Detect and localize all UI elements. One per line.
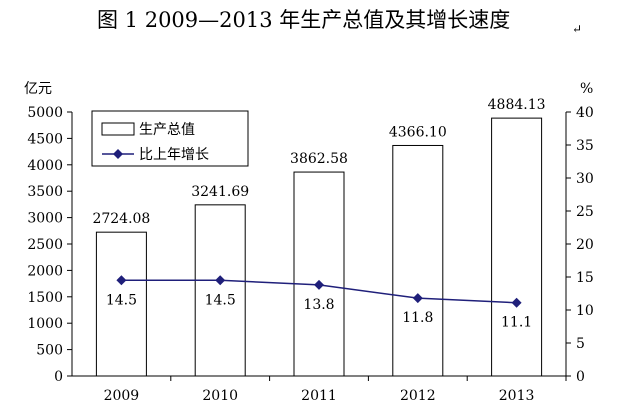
y-right-tick-label: 25 <box>576 204 594 220</box>
bar <box>392 144 444 377</box>
bar-value-label: 4366.10 <box>389 124 447 140</box>
growth-marker <box>511 297 522 308</box>
legend: 生产总值 比上年增长 <box>91 110 249 167</box>
y-left-tick-label: 500 <box>36 343 63 359</box>
y-left-tick-label: 2500 <box>27 237 63 253</box>
y-left-tick-label: 2000 <box>27 263 63 279</box>
y-right-tick-label: 40 <box>576 105 594 121</box>
bar <box>95 231 147 377</box>
growth-value-labels: 14.5 14.5 13.8 11.8 11.1 <box>106 292 532 330</box>
y-left-tick-label: 3000 <box>27 211 63 227</box>
bar <box>491 117 543 377</box>
y-right-tick-label: 20 <box>576 237 594 253</box>
y-right-unit: % <box>580 81 593 97</box>
bar-value-label: 4884.13 <box>488 97 546 113</box>
y-left-tick-label: 3500 <box>27 184 63 200</box>
x-tick-label: 2012 <box>400 388 436 404</box>
bar-value-labels: 2724.08 3241.69 3862.58 4366.10 4884.13 <box>92 97 545 227</box>
bar <box>293 171 345 377</box>
bar-value-label: 3241.69 <box>191 184 249 200</box>
y-left-tick-label: 0 <box>54 369 63 385</box>
growth-value-label: 14.5 <box>106 292 137 308</box>
x-tick-label: 2011 <box>301 388 337 404</box>
legend-line-label: 比上年增长 <box>139 147 209 163</box>
x-tick-label: 2010 <box>202 388 238 404</box>
y-right-ticks: 0 5 10 15 20 25 30 35 40 <box>566 105 594 385</box>
y-left-tick-label: 4500 <box>27 131 63 147</box>
y-right-tick-label: 35 <box>576 138 594 154</box>
growth-marker <box>314 279 324 290</box>
bar-value-label: 2724.08 <box>92 211 150 227</box>
y-left-tick-label: 1500 <box>27 290 63 306</box>
bar <box>194 204 246 377</box>
y-left-tick-label: 4000 <box>27 158 63 174</box>
growth-line-series <box>116 275 522 308</box>
growth-value-label: 11.1 <box>501 315 532 331</box>
chart-title: 图 1 2009—2013 年生产总值及其增长速度 <box>97 8 510 32</box>
bar-value-label: 3862.58 <box>290 151 348 167</box>
y-right-tick-label: 15 <box>576 270 594 286</box>
growth-marker <box>412 293 423 304</box>
growth-marker <box>116 275 127 286</box>
y-right-tick-label: 10 <box>576 303 594 319</box>
growth-value-label: 13.8 <box>303 297 334 313</box>
growth-value-label: 11.8 <box>402 310 433 326</box>
y-right-tick-label: 30 <box>576 171 594 187</box>
y-right-tick-label: 0 <box>576 369 585 385</box>
legend-bar-label: 生产总值 <box>139 122 195 138</box>
y-left-ticks: 0 500 1000 1500 2000 2500 3000 3500 4000 4500 5000 <box>27 105 72 385</box>
legend-line-marker <box>113 149 123 159</box>
y-left-unit: 亿元 <box>24 81 52 97</box>
title-return-mark: ↵ <box>572 22 582 36</box>
y-left-tick-label: 1000 <box>27 316 63 332</box>
x-tick-labels: 2009 2010 2011 2012 2013 <box>104 376 567 404</box>
y-left-tick-label: 5000 <box>27 105 63 121</box>
x-tick-label: 2009 <box>104 388 140 404</box>
x-tick-label: 2013 <box>499 388 535 404</box>
bars <box>95 117 543 377</box>
growth-value-label: 14.5 <box>205 292 236 308</box>
y-right-tick-label: 5 <box>576 336 585 352</box>
legend-bar-swatch <box>101 122 135 136</box>
growth-marker <box>215 275 226 286</box>
